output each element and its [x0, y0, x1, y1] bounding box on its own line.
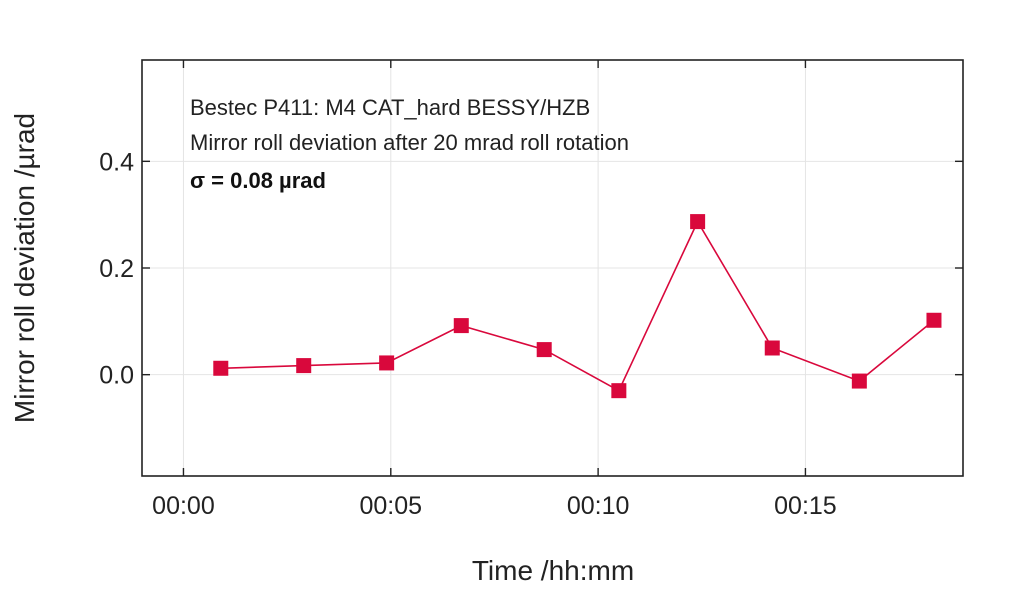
data-point-marker	[453, 318, 469, 334]
data-point-marker	[536, 342, 552, 358]
annotation-line-1: Bestec P411: M4 CAT_hard BESSY/HZB	[190, 95, 590, 120]
y-tick-label: 0.0	[99, 362, 134, 390]
x-tick-labels: 00:00 00:05 00:10 00:15	[152, 492, 837, 520]
data-point-marker	[213, 360, 229, 376]
y-axis-title: Mirror roll deviation /µrad	[9, 113, 40, 423]
data-point-marker	[851, 373, 867, 389]
data-point-marker	[926, 312, 942, 328]
data-point-marker	[690, 214, 706, 230]
x-axis-title: Time /hh:mm	[472, 555, 634, 586]
annotation-sigma: σ = 0.08 µrad	[190, 168, 326, 193]
y-tick-labels: 0.0 0.2 0.4	[99, 148, 134, 389]
x-tick-label: 00:05	[360, 492, 423, 520]
y-tick-label: 0.2	[99, 255, 134, 283]
x-tick-label: 00:10	[567, 492, 630, 520]
data-point-marker	[611, 383, 627, 399]
annotation-line-2: Mirror roll deviation after 20 mrad roll…	[190, 130, 629, 155]
x-tick-label: 00:00	[152, 492, 215, 520]
data-point-marker	[764, 340, 780, 356]
grid-lines	[142, 60, 963, 476]
axis-ticks	[142, 60, 963, 476]
y-tick-label: 0.4	[99, 148, 134, 176]
x-tick-label: 00:15	[774, 492, 837, 520]
data-point-marker	[379, 355, 395, 371]
series-line	[220, 219, 935, 392]
data-point-marker	[296, 358, 312, 374]
series-group	[213, 214, 942, 399]
